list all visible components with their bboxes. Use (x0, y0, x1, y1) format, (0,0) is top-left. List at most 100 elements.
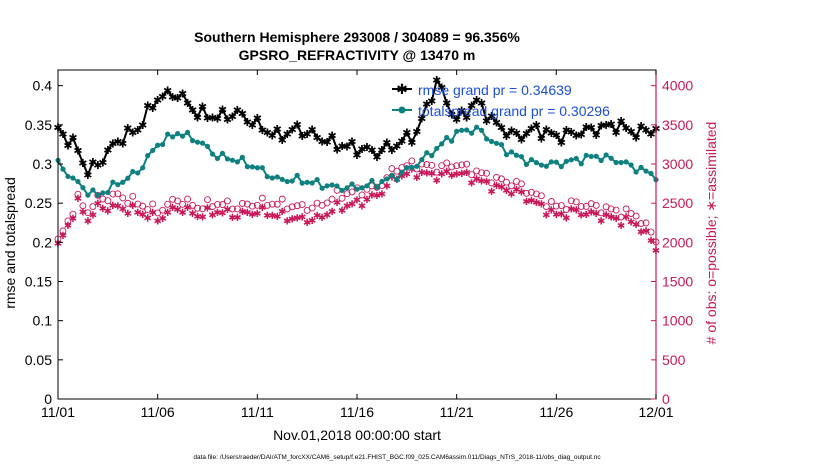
rmse-point: ✱ (417, 113, 426, 125)
obs-assimilated-point: ✱ (74, 194, 82, 205)
totalspread-point (568, 157, 574, 163)
obs-assimilated-point: ✱ (607, 213, 615, 224)
obs-assimilated-point: ✱ (203, 203, 211, 214)
obs-assimilated-point: ✱ (527, 196, 535, 207)
totalspread-point (334, 183, 340, 189)
obs-assimilated-point: ✱ (268, 211, 276, 222)
totalspread-point (219, 150, 226, 156)
y-right-tick-label: 2000 (662, 234, 693, 250)
obs-possible-point (263, 201, 271, 209)
obs-assimilated-point: ✱ (69, 214, 77, 225)
rmse-point: ✱ (143, 101, 152, 113)
obs-assimilated-point: ✱ (562, 213, 570, 224)
obs-possible-point (508, 182, 515, 190)
rmse-point: ✱ (641, 125, 650, 137)
obs-possible-point (433, 168, 441, 176)
rmse-point: ✱ (253, 113, 262, 125)
y-axis-right-label: # of obs: o=possible; ∗=assimilated (703, 122, 719, 345)
obs-assimilated-point: ✱ (443, 167, 451, 178)
obs-assimilated-point: ✱ (248, 210, 256, 221)
obs-assimilated-point: ✱ (358, 202, 366, 213)
obs-possible-point (622, 205, 630, 213)
obs-possible-point (348, 188, 356, 196)
obs-assimilated-point: ✱ (637, 227, 645, 238)
obs-possible-point (642, 219, 650, 227)
obs-assimilated-point: ✱ (313, 211, 321, 222)
totalspread-point (344, 185, 350, 191)
obs-assimilated-point: ✱ (457, 169, 465, 180)
obs-assimilated-point: ✱ (253, 209, 261, 220)
totalspread-point (364, 183, 370, 189)
rmse-point: ✱ (602, 120, 611, 132)
rmse-point: ✱ (572, 130, 581, 142)
totalspread-point (648, 170, 654, 177)
y-left-tick-label: 0.25 (25, 195, 52, 211)
obs-assimilated-point: ✱ (452, 170, 460, 181)
obs-assimilated-point: ✱ (119, 205, 127, 216)
totalspread-point (75, 178, 81, 185)
totalspread-point (488, 138, 495, 145)
totalspread-point (578, 161, 584, 167)
rmse-point: ✱ (322, 137, 331, 149)
totalspread-point (224, 156, 231, 162)
obs-possible-point (159, 206, 167, 214)
obs-possible-point (577, 203, 585, 210)
totalspread-point (289, 178, 295, 184)
obs-possible-point (199, 205, 206, 213)
obs-assimilated-point: ✱ (487, 187, 495, 198)
totalspread-point (95, 192, 101, 198)
obs-assimilated-point: ✱ (602, 211, 610, 222)
rmse-point: ✱ (367, 145, 376, 157)
obs-assimilated-point: ✱ (148, 208, 156, 219)
obs-possible-point (89, 203, 97, 211)
totalspread-point (518, 154, 525, 160)
totalspread-point (369, 177, 375, 184)
totalspread-point (608, 155, 614, 161)
obs-assimilated-point: ✱ (318, 213, 326, 224)
totalspread-point (394, 177, 400, 183)
totalspread-point (469, 130, 475, 136)
rmse-point: ✱ (63, 141, 72, 153)
totalspread-point (493, 140, 500, 146)
totalspread-point (239, 154, 245, 160)
rmse-point: ✱ (447, 109, 456, 121)
obs-assimilated-point: ✱ (577, 210, 585, 221)
totalspread-point (319, 185, 325, 191)
totalspread-point (249, 164, 255, 170)
obs-possible-point (149, 200, 157, 208)
rmse-point: ✱ (183, 98, 192, 110)
rmse-point: ✱ (412, 127, 421, 139)
rmse-point: ✱ (68, 133, 77, 145)
rmse-point: ✱ (547, 128, 556, 140)
obs-possible-point (358, 191, 366, 199)
obs-possible-point (59, 227, 67, 235)
totalspread-point (498, 142, 505, 148)
obs-possible-point (144, 206, 152, 214)
obs-assimilated-point: ✱ (532, 198, 540, 209)
obs-possible-point (268, 200, 276, 208)
totalspread-point (483, 136, 490, 142)
obs-possible-point (478, 169, 486, 177)
obs-assimilated-point: ✱ (153, 217, 161, 228)
totalspread-point (60, 166, 66, 172)
obs-assimilated-point: ✱ (158, 214, 166, 225)
totalspread-point (434, 145, 440, 152)
obs-possible-point (592, 201, 600, 209)
totalspread-point (125, 175, 131, 181)
rmse-point: ✱ (357, 144, 366, 156)
rmse-point: ✱ (113, 136, 122, 148)
totalspread-point (130, 168, 136, 175)
obs-assimilated-point: ✱ (104, 207, 112, 218)
obs-possible-point (527, 188, 535, 196)
rmse-point: ✱ (83, 170, 92, 182)
rmse-point: ✱ (98, 158, 107, 170)
obs-assimilated-point: ✱ (258, 203, 266, 214)
totalspread-point (643, 168, 649, 174)
obs-possible-point (84, 209, 92, 217)
obs-assimilated-point: ✱ (418, 168, 426, 179)
totalspread-point (274, 174, 280, 180)
y-right-tick-label: 2500 (662, 195, 693, 211)
obs-assimilated-point: ✱ (178, 208, 186, 219)
totalspread-point (478, 127, 485, 133)
obs-assimilated-point: ✱ (497, 183, 505, 194)
